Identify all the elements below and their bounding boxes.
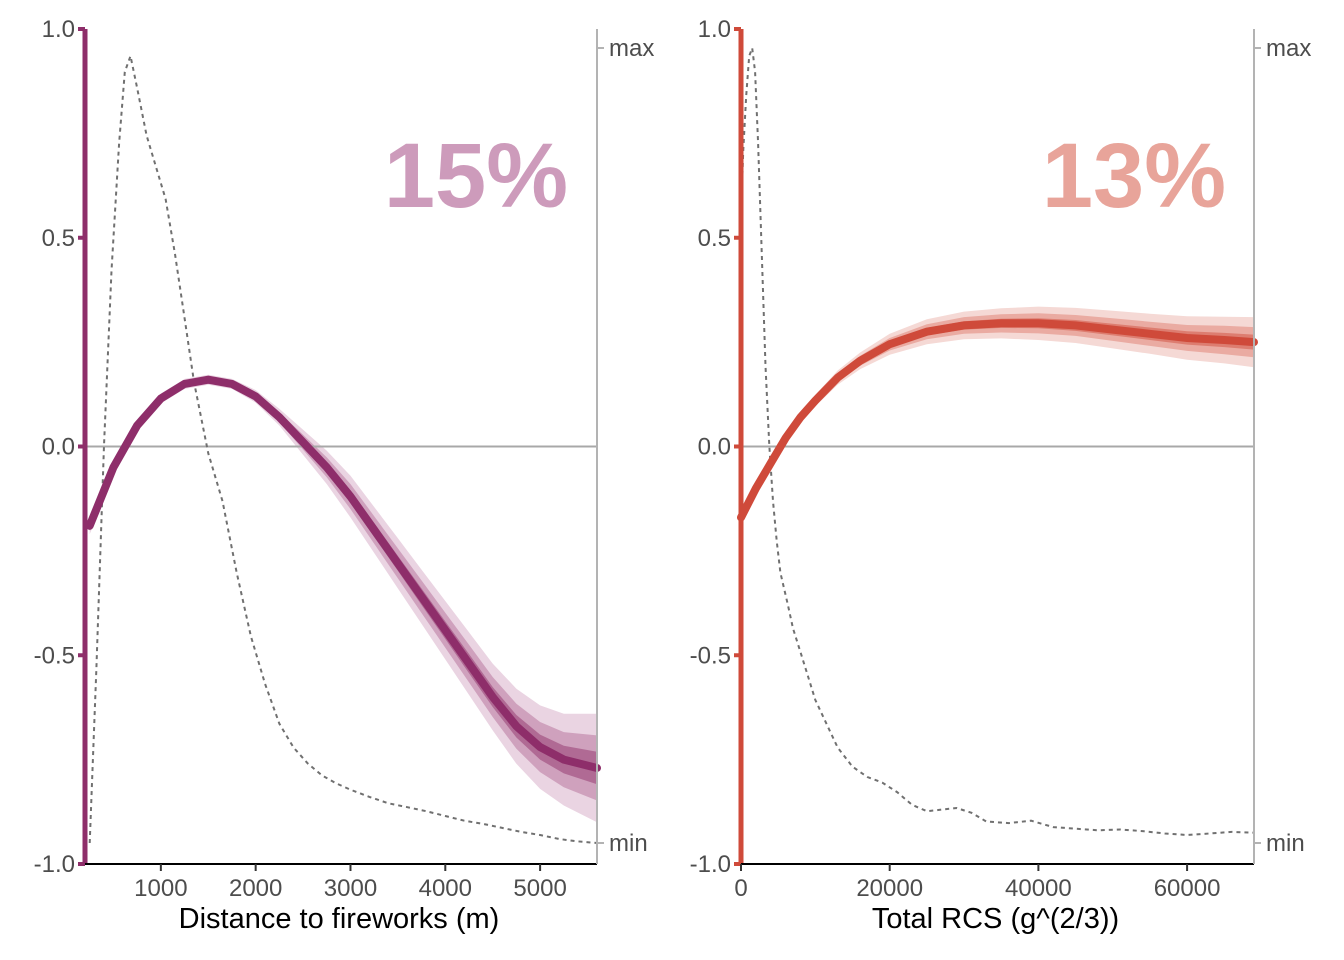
confidence-bands: [89, 374, 597, 823]
band-inner: [89, 378, 597, 785]
secondary-tick-label: min: [609, 830, 648, 857]
smooth-effect-line: [85, 375, 601, 772]
y-ticks: -1.0 -0.5 0.0 0.5 1.0: [690, 16, 741, 878]
x-axis-title: Distance to fireworks (m): [179, 903, 500, 935]
x-tick-label: 5000: [513, 875, 566, 902]
secondary-y-ticks: max min: [597, 35, 654, 857]
smooth-effect-line: [737, 319, 1258, 522]
variable-importance-annotation: 15%: [384, 125, 568, 227]
y-tick-label: -1.0: [690, 851, 731, 878]
y-tick-label: 0.0: [42, 434, 75, 461]
density-curve: [88, 52, 598, 844]
secondary-tick-label: max: [1266, 35, 1311, 62]
y-tick-label: -0.5: [690, 642, 731, 669]
x-tick-label: 60000: [1154, 875, 1221, 902]
y-ticks: -1.0 -0.5 0.0 0.5 1.0: [34, 16, 85, 878]
secondary-tick-label: min: [1266, 830, 1305, 857]
x-tick-label: 40000: [1005, 875, 1072, 902]
x-tick-label: 1000: [134, 875, 187, 902]
y-tick-label: 1.0: [42, 16, 75, 43]
variable-importance-annotation: 13%: [1042, 125, 1226, 227]
x-ticks: 1000 2000 3000 4000 5000: [134, 864, 567, 902]
x-tick-label: 4000: [419, 875, 472, 902]
x-ticks: 0 20000 40000 60000: [734, 864, 1220, 902]
y-tick-label: 0.5: [698, 225, 731, 252]
panel-distance: -1.0 -0.5 0.0 0.5 1.0 1000 2000 3000 4000 5000 m…: [34, 16, 655, 935]
x-tick-label: 0: [734, 875, 747, 902]
band-mid: [741, 313, 1254, 521]
x-axis-title: Total RCS (g^(2/3)): [872, 903, 1119, 935]
panel-rcs: -1.0 -0.5 0.0 0.5 1.0 0 20000 40000 60000 max mi…: [690, 16, 1312, 935]
y-tick-label: 0.5: [42, 225, 75, 252]
x-tick-label: 2000: [229, 875, 282, 902]
secondary-tick-label: max: [609, 35, 654, 62]
secondary-y-ticks: max min: [1254, 35, 1311, 857]
y-tick-label: -1.0: [34, 851, 75, 878]
x-tick-label: 3000: [324, 875, 377, 902]
x-tick-label: 20000: [856, 875, 923, 902]
y-tick-label: -0.5: [34, 642, 75, 669]
band-outer: [89, 374, 597, 823]
y-tick-label: 1.0: [698, 16, 731, 43]
y-tick-label: 0.0: [698, 434, 731, 461]
